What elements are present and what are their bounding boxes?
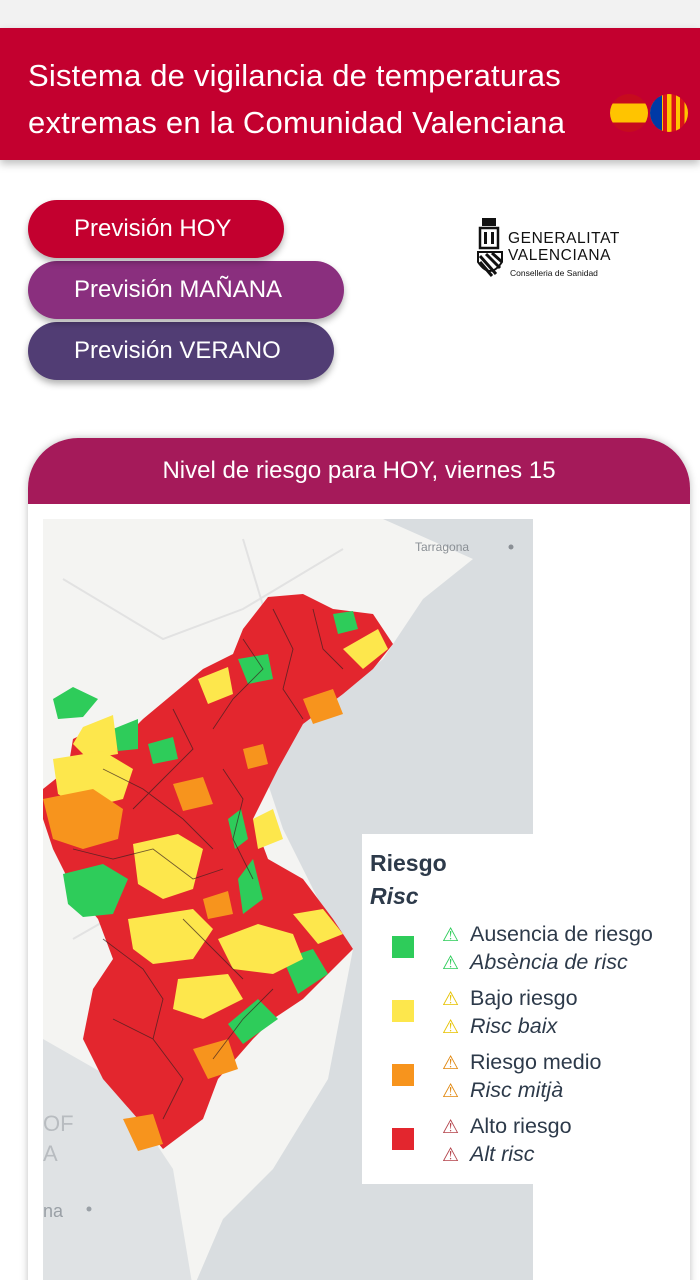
legend-swatch xyxy=(392,936,414,958)
legend-title: Riesgo xyxy=(370,850,447,876)
legend-title-alt: Risc xyxy=(370,883,419,909)
generalitat-logo: GENERALITAT VALENCIANA Conselleria de Sa… xyxy=(474,214,634,280)
status-strip xyxy=(0,0,700,28)
forecast-summer-button[interactable]: Previsión VERANO xyxy=(28,322,334,380)
forecast-tomorrow-button[interactable]: Previsión MAÑANA xyxy=(28,261,344,319)
page-title: Sistema de vigilancia de temperaturas ex… xyxy=(28,58,566,140)
legend-swatch xyxy=(392,1064,414,1086)
legend-label-alt: Alt risc xyxy=(470,1142,535,1166)
legend-label-alt: Risc baix xyxy=(470,1014,558,1038)
logo-line2: VALENCIANA xyxy=(508,247,612,264)
legend-swatch xyxy=(392,1000,414,1022)
warning-icon: ⚠ xyxy=(442,1117,460,1138)
map-label-tarragona: Tarragona xyxy=(415,540,469,554)
legend-item-none: ⚠ ⚠ Ausencia de riesgo Absència de risc xyxy=(362,922,686,982)
legend-swatch xyxy=(392,1128,414,1150)
map-label-left-top: OF xyxy=(43,1111,74,1136)
generalitat-emblem-icon xyxy=(477,218,504,277)
legend-item-high: ⚠ ⚠ Alto riesgo Alt risc xyxy=(362,1114,686,1174)
legend-label-alt: Absència de risc xyxy=(470,950,628,974)
warning-icon: ⚠ xyxy=(442,1081,460,1102)
legend-label: Bajo riesgo xyxy=(470,986,578,1010)
map-label-left-bottom: na xyxy=(43,1201,64,1221)
legend-label: Riesgo medio xyxy=(470,1050,602,1074)
valencia-flag-icon[interactable] xyxy=(650,94,688,132)
warning-icon: ⚠ xyxy=(442,989,460,1010)
app-header: Sistema de vigilancia de temperaturas ex… xyxy=(0,28,700,160)
legend-label: Ausencia de riesgo xyxy=(470,922,653,946)
warning-icon: ⚠ xyxy=(442,925,460,946)
legend-item-low: ⚠ ⚠ Bajo riesgo Risc baix xyxy=(362,986,686,1046)
warning-icon: ⚠ xyxy=(442,953,460,974)
warning-icon: ⚠ xyxy=(442,1017,460,1038)
legend-label: Alto riesgo xyxy=(470,1114,572,1138)
panel-title: Nivel de riesgo para HOY, viernes 15 xyxy=(28,438,690,504)
logo-line1: GENERALITAT xyxy=(508,230,620,247)
legend-item-medium: ⚠ ⚠ Riesgo medio Risc mitjà xyxy=(362,1050,686,1110)
spain-flag-icon[interactable] xyxy=(610,94,648,132)
map-legend: Riesgo Risc ⚠ ⚠ Ausencia de riesgo Absèn… xyxy=(362,834,686,1184)
logo-line3: Conselleria de Sanidad xyxy=(510,268,598,278)
legend-label-alt: Risc mitjà xyxy=(470,1078,564,1102)
warning-icon: ⚠ xyxy=(442,1145,460,1166)
map-label-left-mid: A xyxy=(43,1141,58,1166)
forecast-today-button[interactable]: Previsión HOY xyxy=(28,200,284,258)
warning-icon: ⚠ xyxy=(442,1053,460,1074)
